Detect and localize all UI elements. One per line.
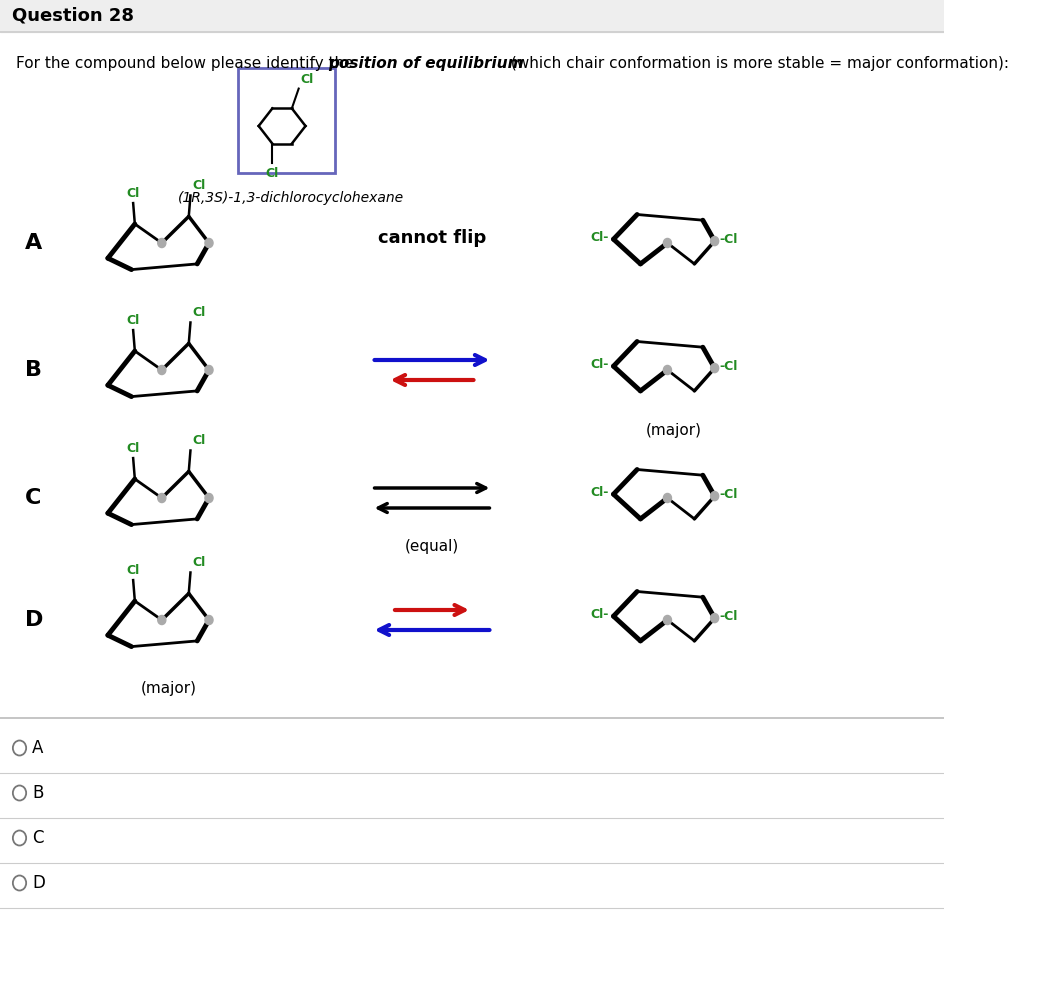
Circle shape: [157, 238, 166, 248]
Text: A: A: [24, 233, 43, 253]
Circle shape: [711, 364, 718, 372]
Text: D: D: [24, 610, 44, 630]
Text: Cl: Cl: [193, 435, 205, 448]
Text: (major): (major): [140, 681, 197, 696]
Circle shape: [205, 366, 213, 374]
Circle shape: [13, 875, 27, 890]
Text: Question 28: Question 28: [13, 7, 134, 25]
Circle shape: [157, 366, 166, 374]
Text: Cl-: Cl-: [591, 486, 609, 499]
Circle shape: [711, 614, 718, 622]
Bar: [0, 0, 944, 32]
Circle shape: [663, 238, 671, 248]
Circle shape: [13, 785, 27, 800]
Text: B: B: [32, 784, 44, 802]
Circle shape: [13, 831, 27, 846]
Text: A: A: [32, 739, 44, 757]
Text: Cl: Cl: [193, 306, 205, 319]
Text: Cl: Cl: [127, 564, 139, 577]
Text: Cl-: Cl-: [591, 231, 609, 244]
Text: Cl-: Cl-: [591, 358, 609, 370]
Text: C: C: [32, 829, 44, 847]
Circle shape: [205, 493, 213, 503]
Text: -Cl: -Cl: [719, 233, 738, 246]
Circle shape: [205, 238, 213, 248]
Circle shape: [157, 493, 166, 503]
Text: D: D: [32, 874, 45, 892]
Text: Cl: Cl: [193, 180, 205, 193]
Text: (1R,3S)-1,3-dichlorocyclohexane: (1R,3S)-1,3-dichlorocyclohexane: [178, 191, 404, 205]
Circle shape: [711, 492, 718, 501]
Bar: [237, 68, 335, 173]
Text: Cl: Cl: [127, 187, 139, 200]
Text: (which chair conformation is more stable = major conformation):: (which chair conformation is more stable…: [505, 56, 1009, 71]
Circle shape: [663, 493, 671, 503]
Text: -Cl: -Cl: [719, 360, 738, 372]
Text: -Cl: -Cl: [719, 610, 738, 622]
Text: Cl: Cl: [193, 556, 205, 569]
Text: Cl: Cl: [127, 314, 139, 327]
Text: (equal): (equal): [405, 538, 460, 553]
Text: Cl: Cl: [301, 73, 314, 86]
Text: C: C: [24, 488, 41, 508]
Text: Cl: Cl: [266, 167, 279, 180]
Text: position of equilibrium: position of equilibrium: [328, 56, 523, 71]
Text: Cl: Cl: [127, 442, 139, 455]
Text: Cl-: Cl-: [591, 608, 609, 620]
Circle shape: [663, 366, 671, 374]
Circle shape: [711, 236, 718, 246]
Text: cannot flip: cannot flip: [378, 229, 486, 247]
Circle shape: [157, 616, 166, 624]
Circle shape: [205, 616, 213, 624]
Circle shape: [663, 616, 671, 624]
Text: For the compound below please identify the: For the compound below please identify t…: [16, 56, 359, 71]
Text: (major): (major): [646, 423, 702, 438]
Text: -Cl: -Cl: [719, 488, 738, 501]
Text: B: B: [24, 360, 41, 380]
Circle shape: [13, 740, 27, 756]
